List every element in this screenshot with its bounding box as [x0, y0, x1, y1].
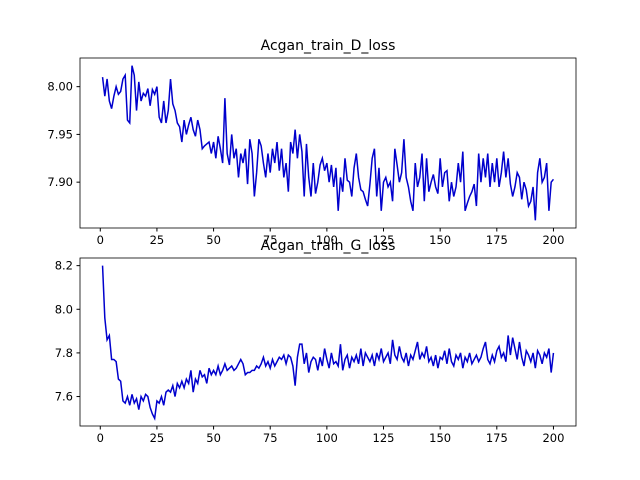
x-tick-label: 50	[206, 233, 221, 247]
x-tick-label: 150	[429, 233, 451, 247]
data-line	[101, 265, 555, 421]
x-tick-label: 150	[429, 431, 451, 445]
chart-title: Acgan_train_G_loss	[261, 238, 396, 254]
axes-frame	[79, 57, 577, 229]
x-tick-label: 25	[150, 431, 165, 445]
x-tick-label: 200	[542, 431, 564, 445]
x-tick-label: 0	[97, 233, 104, 247]
y-tick-label: 7.90	[47, 175, 73, 189]
x-tick-label: 75	[263, 233, 278, 247]
x-tick-label: 175	[486, 431, 508, 445]
x-tick-label: 25	[150, 233, 165, 247]
y-tick-label: 8.0	[55, 302, 73, 316]
chart-title: Acgan_train_D_loss	[261, 38, 396, 54]
x-tick-label: 100	[316, 233, 338, 247]
y-tick-label: 7.8	[55, 346, 73, 360]
y-tick-label: 7.6	[55, 390, 73, 404]
x-tick-label: 125	[373, 233, 395, 247]
axes-frame	[79, 257, 577, 427]
x-tick-label: 125	[373, 431, 395, 445]
y-tick-label: 8.2	[55, 259, 73, 273]
x-tick-label: 75	[263, 431, 278, 445]
y-tick-label: 7.95	[47, 127, 73, 141]
data-line	[101, 65, 555, 221]
x-tick-label: 50	[206, 431, 221, 445]
x-tick-label: 100	[316, 431, 338, 445]
x-tick-label: 175	[486, 233, 508, 247]
x-tick-label: 0	[97, 431, 104, 445]
x-tick-label: 200	[542, 233, 564, 247]
y-tick-label: 8.00	[47, 80, 73, 94]
